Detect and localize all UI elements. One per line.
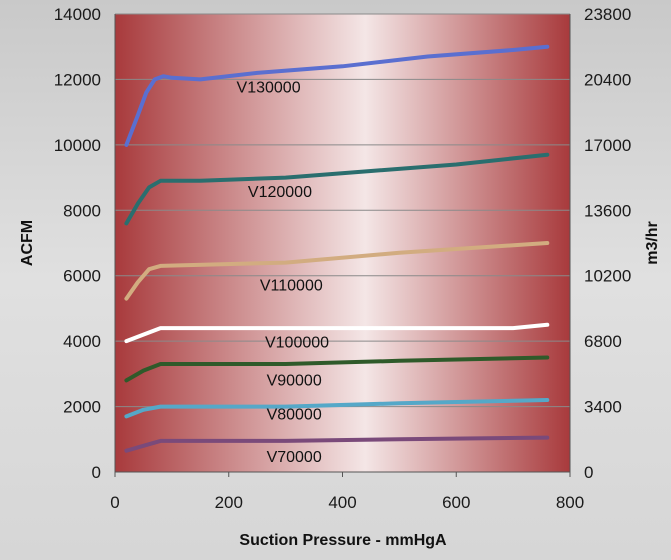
series-line-v100000 (124, 322, 550, 344)
y2-tick-label: 17000 (584, 136, 631, 155)
series-line-v80000 (124, 398, 550, 419)
series-label-v90000: V90000 (267, 372, 322, 389)
x-tick-label: 0 (110, 493, 119, 512)
y-tick-label: 14000 (54, 5, 101, 24)
y-tick-label: 8000 (63, 201, 101, 220)
y2-tick-label: 13600 (584, 201, 631, 220)
y-tick-label: 12000 (54, 70, 101, 89)
axes (114, 14, 571, 477)
series-labels: V130000 V120000 V110000 V100000 V90000 V80000… (237, 80, 330, 467)
x-tick-label: 400 (328, 493, 356, 512)
y-tick-label: 4000 (63, 332, 101, 351)
series-label-v100000: V100000 (265, 335, 329, 352)
y2-tick-label: 23800 (584, 5, 631, 24)
y-tick-label: 0 (92, 463, 101, 482)
series-line-v70000 (124, 435, 550, 453)
y-tick-label: 10000 (54, 136, 101, 155)
y2-tick-label: 20400 (584, 70, 631, 89)
series-line-v120000 (124, 152, 550, 226)
y2-tick-label: 3400 (584, 398, 622, 417)
series-label-v130000: V130000 (237, 80, 301, 97)
y2-axis-title: m3/hr (644, 221, 661, 265)
series-label-v120000: V120000 (248, 184, 312, 201)
series-line-v130000 (124, 44, 550, 147)
series-line-v110000 (124, 241, 550, 301)
y2-tick-label: 6800 (584, 332, 622, 351)
y2-tick-label: 0 (584, 463, 593, 482)
series-label-v80000: V80000 (267, 407, 322, 424)
series-label-v70000: V70000 (267, 449, 322, 466)
y2-tick-label: 10200 (584, 267, 631, 286)
tick-labels: 0200040006000800010000120001400003400680… (54, 5, 632, 512)
y-tick-label: 2000 (63, 398, 101, 417)
plot-area (115, 14, 570, 472)
series-label-v110000: V110000 (260, 277, 323, 294)
series-lines (124, 44, 550, 453)
x-tick-label: 600 (442, 493, 470, 512)
y-axis-title: ACFM (19, 220, 36, 266)
x-tick-label: 200 (215, 493, 243, 512)
series-line-v90000 (124, 355, 550, 383)
x-axis-title: Suction Pressure - mmHgA (239, 532, 447, 549)
x-tick-label: 800 (556, 493, 584, 512)
y-tick-label: 6000 (63, 267, 101, 286)
